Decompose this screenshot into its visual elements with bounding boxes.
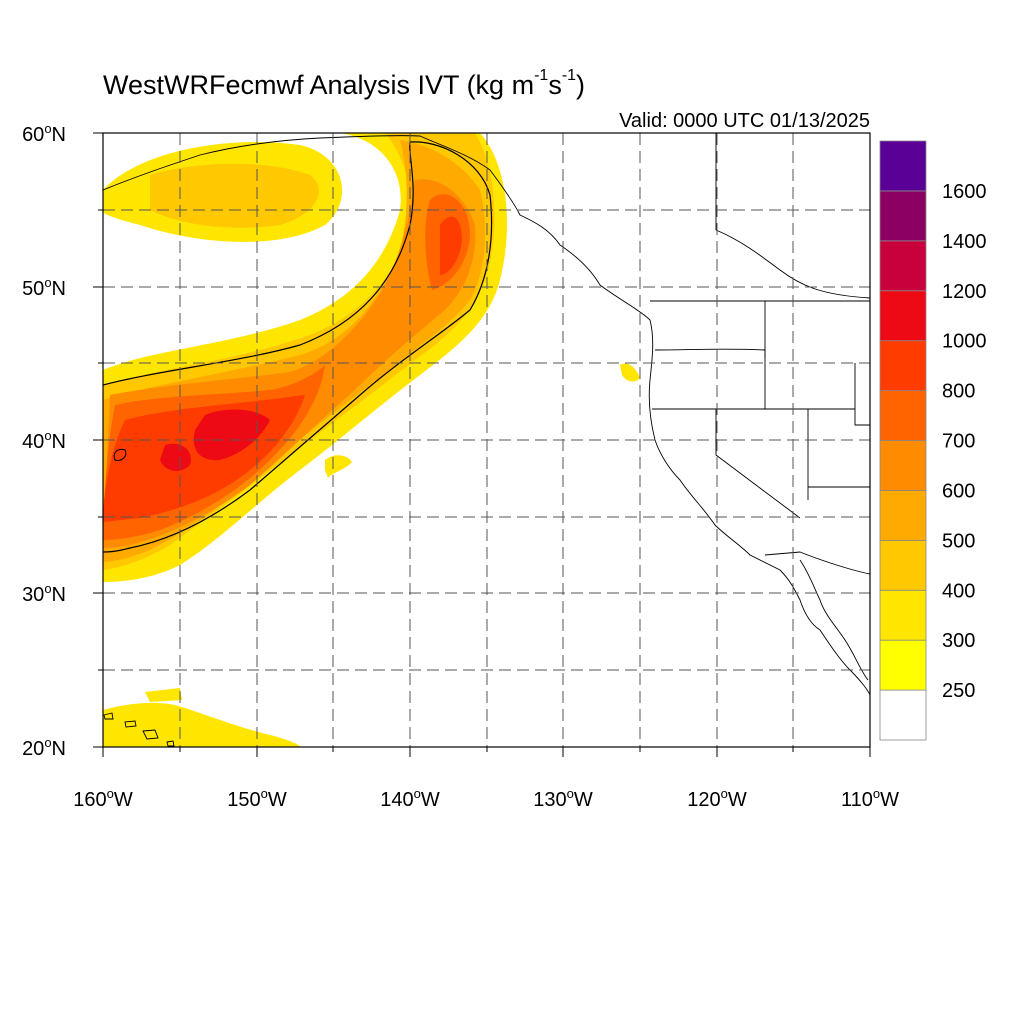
ivt-level-800: [103, 216, 462, 522]
colorbar-swatch: [879, 539, 927, 591]
colorbar-tick-label: 1000: [942, 331, 987, 353]
hawaii-islands: [103, 712, 175, 747]
svg-text:140oW: 140oW: [380, 786, 440, 811]
colorbar-labels: 250 300 400 500 600 700 800 1000 1200 1400 1600: [942, 181, 987, 702]
svg-text:40oN: 40oN: [22, 428, 66, 453]
colorbar: [879, 140, 927, 741]
mexico-border: [764, 551, 870, 575]
colorbar-tick-label: 300: [942, 630, 975, 652]
map-title: WestWRFecmwf Analysis IVT (kg m-1s-1): [103, 67, 586, 100]
state-borders: [650, 133, 870, 575]
alaska-coast: [103, 135, 870, 696]
ca-nv-border: [715, 409, 801, 519]
colorbar-swatch: [879, 290, 927, 342]
ivt-250-spot-south: [325, 455, 352, 478]
lat-labels: 60oN 50oN 40oN 30oN 20oN: [22, 121, 66, 760]
svg-text:150oW: 150oW: [227, 786, 287, 811]
colorbar-swatch: [879, 240, 927, 292]
colorbar-tick-label: 1600: [942, 181, 987, 203]
wa-or-border: [654, 348, 766, 358]
ivt-level-300-north: [150, 163, 319, 228]
colorbar-tick-label: 1200: [942, 281, 987, 303]
colorbar-swatch: [879, 190, 927, 242]
svg-text:120oW: 120oW: [687, 786, 747, 811]
graticule: [103, 133, 870, 747]
svg-text:30oN: 30oN: [22, 581, 66, 606]
ivt-shading: [103, 133, 640, 747]
valid-time: Valid: 0000 UTC 01/13/2025: [619, 110, 870, 132]
colorbar-swatch: [879, 589, 927, 641]
bc-ab-border: [715, 133, 870, 299]
ivt-250-spot-coast: [620, 363, 640, 382]
axis-ticks: [93, 132, 871, 757]
colorbar-swatch: [879, 340, 927, 391]
colorbar-swatch: [879, 490, 927, 541]
colorbar-tick-label: 600: [942, 480, 975, 502]
colorbar-tick-label: 1400: [942, 231, 987, 253]
colorbar-tick-label: 250: [942, 680, 975, 702]
ivt-contour-outer: [103, 141, 493, 553]
wy-border: [854, 363, 870, 426]
svg-text:110oW: 110oW: [841, 786, 899, 811]
svg-text:160oW: 160oW: [73, 786, 133, 811]
ivt-250-south-patch: [103, 702, 300, 747]
colorbar-swatch: [879, 390, 927, 441]
svg-text:130oW: 130oW: [533, 786, 593, 811]
colorbar-tick-label: 700: [942, 431, 975, 453]
baja-coast: [799, 559, 869, 681]
colorbar-tick-label: 800: [942, 381, 975, 403]
colorbar-tick-label: 400: [942, 580, 975, 602]
svg-text:20oN: 20oN: [22, 735, 66, 760]
ivt-contour-inner: [113, 449, 127, 461]
svg-text:50oN: 50oN: [22, 275, 66, 300]
lon-labels: 160oW 150oW 140oW 130oW 120oW 110oW: [73, 786, 899, 811]
coastlines: [103, 135, 870, 747]
svg-text:60oN: 60oN: [22, 121, 66, 146]
colorbar-tick-label: 500: [942, 530, 975, 552]
ivt-250-south-blob: [145, 688, 182, 702]
colorbar-swatch: [879, 689, 927, 741]
colorbar-swatch: [879, 140, 927, 192]
colorbar-swatch: [879, 639, 927, 691]
colorbar-swatch: [879, 440, 927, 491]
